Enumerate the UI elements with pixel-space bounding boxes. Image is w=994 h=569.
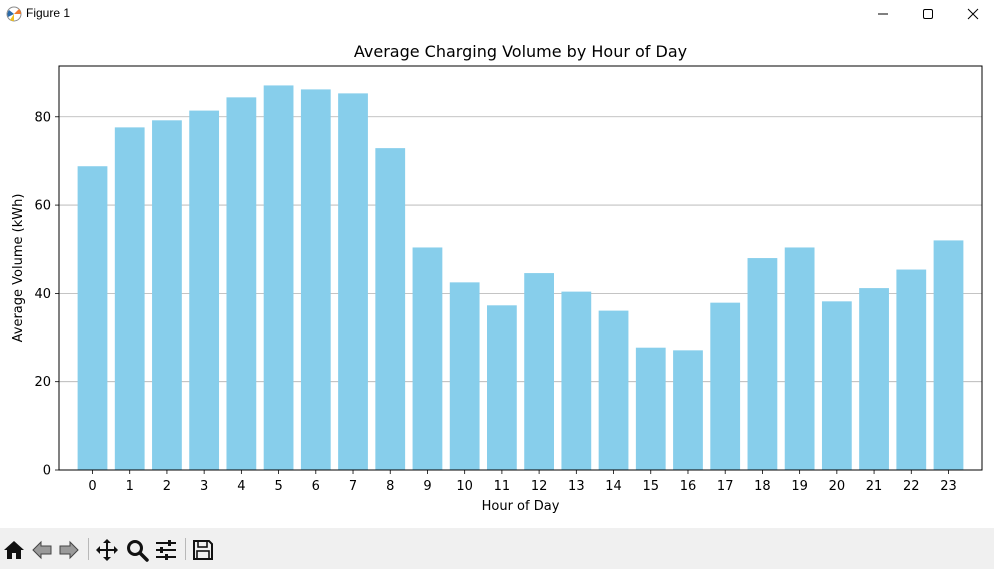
bar-hour-0 xyxy=(77,166,108,470)
move-icon xyxy=(96,539,118,561)
bar-hour-1 xyxy=(114,127,145,470)
y-axis-ticks: 0 20 40 60 80 xyxy=(34,110,59,479)
x-tick-label: 9 xyxy=(423,479,431,494)
zoom-button[interactable] xyxy=(124,537,150,563)
x-tick-label: 0 xyxy=(88,479,96,494)
x-tick-label: 13 xyxy=(568,479,585,494)
pan-button[interactable] xyxy=(94,537,120,563)
bar-hour-11 xyxy=(487,305,517,470)
home-button[interactable] xyxy=(1,537,27,563)
bar-hour-21 xyxy=(859,288,889,470)
bars xyxy=(77,85,964,471)
bar-hour-16 xyxy=(673,350,703,470)
bar-hour-8 xyxy=(375,148,406,471)
maximize-button[interactable] xyxy=(905,0,951,28)
minimize-button[interactable] xyxy=(860,0,906,28)
x-axis-ticks: 0 1 2 3 4 5 6 7 8 9 10 11 12 13 14 15 16 17 18 19 20 21 22 23 xyxy=(88,470,957,494)
toolbar-separator xyxy=(185,538,186,560)
save-button[interactable] xyxy=(190,537,216,563)
y-tick-label: 0 xyxy=(43,464,51,479)
x-tick-label: 5 xyxy=(274,479,282,494)
plot-frame xyxy=(58,65,983,471)
zoom-icon xyxy=(127,540,149,562)
close-icon xyxy=(967,8,979,20)
x-tick-label: 6 xyxy=(312,479,320,494)
forward-arrow-icon xyxy=(59,540,79,560)
bar-hour-23 xyxy=(933,240,964,470)
bar-hour-22 xyxy=(896,269,927,470)
x-tick-label: 11 xyxy=(494,479,511,494)
toolbar-separator xyxy=(88,538,89,560)
bar-hour-14 xyxy=(598,310,629,470)
y-axis-label: Average Volume (kWh) xyxy=(11,194,26,343)
x-tick-label: 20 xyxy=(829,479,846,494)
back-arrow-icon xyxy=(32,540,52,560)
x-tick-label: 15 xyxy=(642,479,659,494)
x-axis-label: Hour of Day xyxy=(482,499,560,514)
x-tick-label: 2 xyxy=(163,479,171,494)
y-tick-label: 60 xyxy=(34,199,51,214)
x-tick-label: 17 xyxy=(717,479,734,494)
matplotlib-icon xyxy=(6,6,22,22)
bar-hour-9 xyxy=(412,247,443,470)
bar-hour-19 xyxy=(784,247,815,470)
bar-hour-18 xyxy=(747,258,778,470)
bar-chart: 0 1 2 3 4 5 6 7 8 9 10 11 12 13 14 15 16 17 18 19 20 21 22 23 0… xyxy=(11,42,983,514)
window-title: Figure 1 xyxy=(26,6,71,20)
bar-hour-15 xyxy=(635,347,666,470)
x-tick-label: 3 xyxy=(200,479,208,494)
y-tick-label: 20 xyxy=(34,375,51,390)
x-tick-label: 7 xyxy=(349,479,357,494)
y-tick-label: 40 xyxy=(34,287,51,302)
x-tick-label: 8 xyxy=(386,479,394,494)
x-tick-label: 12 xyxy=(531,479,548,494)
bar-hour-13 xyxy=(561,291,592,470)
y-tick-label: 80 xyxy=(34,110,51,125)
x-tick-label: 14 xyxy=(605,479,622,494)
x-tick-label: 18 xyxy=(754,479,771,494)
bar-hour-10 xyxy=(449,282,480,470)
configure-subplots-button[interactable] xyxy=(153,537,179,563)
bar-hour-5 xyxy=(263,85,294,471)
close-button[interactable] xyxy=(950,0,994,28)
x-tick-label: 10 xyxy=(456,479,473,494)
chart-title: Average Charging Volume by Hour of Day xyxy=(354,42,687,61)
x-tick-label: 23 xyxy=(940,479,957,494)
figure-canvas: 0 1 2 3 4 5 6 7 8 9 10 11 12 13 14 15 16 17 18 19 20 21 22 23 0… xyxy=(0,28,994,528)
minimize-icon xyxy=(878,13,888,15)
save-icon xyxy=(193,540,213,560)
bar-hour-17 xyxy=(710,302,741,470)
bar-hour-4 xyxy=(226,97,257,470)
x-tick-label: 1 xyxy=(126,479,134,494)
window-titlebar: Figure 1 xyxy=(0,0,994,28)
x-tick-label: 22 xyxy=(903,479,920,494)
maximize-icon xyxy=(923,9,933,19)
x-tick-label: 16 xyxy=(680,479,697,494)
sliders-icon xyxy=(156,540,176,560)
bar-hour-3 xyxy=(189,110,220,470)
x-tick-label: 19 xyxy=(791,479,808,494)
x-tick-label: 21 xyxy=(866,479,883,494)
bar-hour-7 xyxy=(338,93,368,470)
bar-hour-20 xyxy=(821,301,852,470)
bar-hour-2 xyxy=(152,120,182,470)
bar-hour-12 xyxy=(524,273,554,470)
back-button[interactable] xyxy=(29,537,55,563)
navigation-toolbar xyxy=(0,528,994,569)
bar-hour-6 xyxy=(300,89,331,470)
home-icon xyxy=(4,541,24,559)
x-tick-label: 4 xyxy=(237,479,245,494)
forward-button[interactable] xyxy=(56,537,82,563)
